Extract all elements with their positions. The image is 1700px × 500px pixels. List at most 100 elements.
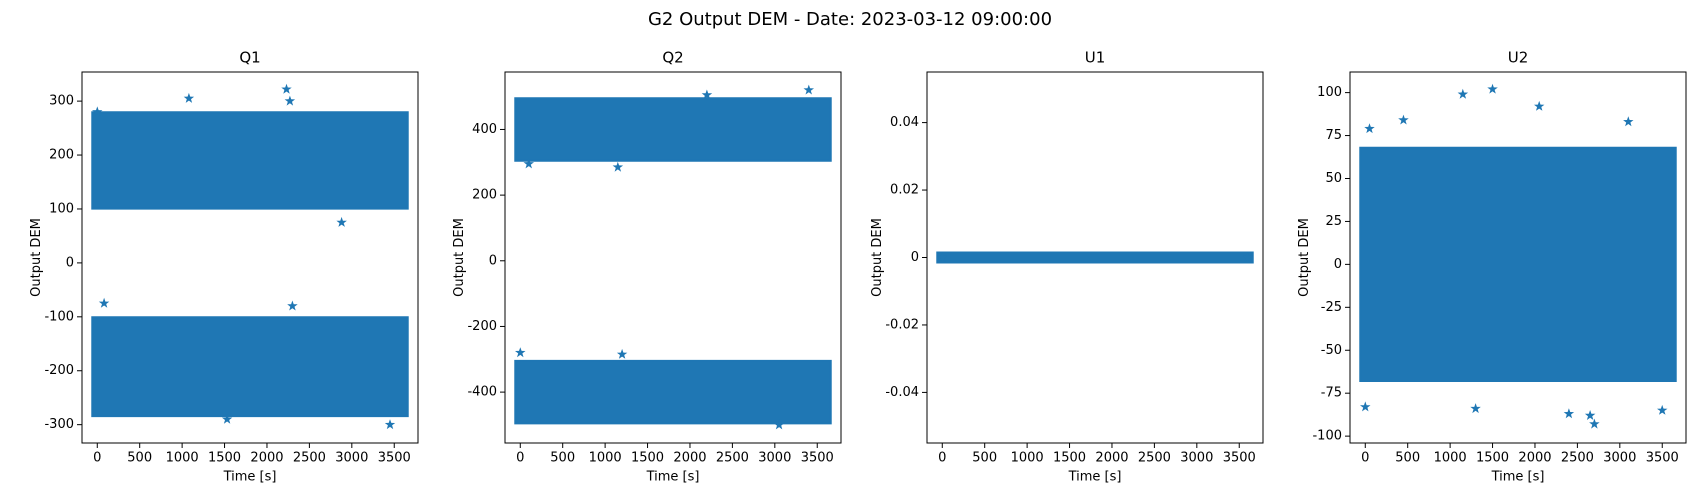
data-point	[1623, 116, 1634, 127]
axes-frame	[1349, 71, 1687, 444]
y-tick-label: 50	[1325, 171, 1342, 186]
data-point	[773, 419, 785, 430]
figure-title: G2 Output DEM - Date: 2023-03-12 09:00:0…	[648, 9, 1052, 30]
data-point	[1470, 403, 1481, 414]
y-tick-label: -25	[1321, 300, 1342, 315]
y-tick-label: 200	[49, 148, 74, 163]
y-tick-label: -300	[44, 417, 74, 432]
x-tick-label: 3000	[1180, 451, 1213, 466]
x-axis-label: Time [s]	[223, 470, 277, 485]
x-tick-label: 2500	[1561, 451, 1594, 466]
x-tick-label: 500	[550, 451, 575, 466]
axes-frame	[81, 71, 419, 444]
x-tick-label: 3000	[1603, 451, 1636, 466]
x-axis-label: Time [s]	[646, 470, 700, 485]
x-tick-label: 1000	[1434, 451, 1467, 466]
y-tick-label: -100	[1312, 429, 1342, 444]
data-point	[616, 348, 628, 359]
x-tick-label: 500	[127, 451, 152, 466]
y-tick-label: -200	[467, 319, 497, 334]
y-axis-label: Output DEM	[452, 218, 467, 297]
x-tick-label: 1500	[631, 451, 664, 466]
subplot-title: Q1	[239, 49, 260, 67]
y-axis-label: Output DEM	[1297, 218, 1312, 297]
data-point	[1563, 408, 1575, 419]
y-tick-label: -0.04	[885, 385, 919, 400]
x-tick-label: 1000	[1011, 451, 1044, 466]
data-band	[91, 111, 409, 210]
data-point	[1657, 404, 1668, 415]
data-point	[1534, 100, 1545, 111]
x-tick-label: 2500	[1138, 451, 1171, 466]
y-tick-label: -400	[467, 385, 497, 400]
data-point	[281, 83, 292, 94]
y-tick-label: -200	[44, 363, 74, 378]
x-tick-label: 3500	[1223, 451, 1256, 466]
y-tick-label: 300	[49, 94, 74, 109]
subplot-title: Q2	[662, 49, 683, 67]
x-tick-label: 1500	[1476, 451, 1509, 466]
y-tick-label: 0	[911, 250, 919, 265]
x-tick-label: 1500	[208, 451, 241, 466]
y-tick-label: 100	[1317, 85, 1342, 100]
y-tick-label: 75	[1325, 128, 1342, 143]
y-tick-label: 25	[1325, 214, 1342, 229]
data-band	[936, 251, 1254, 264]
y-tick-label: -0.02	[885, 317, 919, 332]
data-point	[1242, 252, 1253, 262]
data-point	[1584, 410, 1596, 420]
data-point	[384, 419, 396, 430]
data-point	[523, 158, 534, 169]
data-band	[514, 359, 832, 425]
x-tick-label: 2000	[1518, 451, 1551, 466]
data-point	[1364, 123, 1375, 134]
y-tick-label: 0	[489, 253, 497, 268]
y-axis-label: Output DEM	[29, 218, 44, 297]
y-tick-label: -50	[1321, 343, 1342, 358]
data-point	[612, 161, 624, 172]
x-tick-label: 0	[516, 451, 524, 466]
y-tick-label: 200	[472, 188, 497, 203]
y-tick-label: 0.02	[890, 183, 919, 198]
data-point	[1457, 88, 1469, 99]
x-tick-label: 3000	[758, 451, 791, 466]
x-tick-label: 1000	[166, 451, 199, 466]
x-tick-label: 500	[972, 451, 997, 466]
data-point	[1487, 83, 1498, 94]
subplot-title: U2	[1508, 49, 1529, 67]
x-tick-label: 3000	[335, 451, 368, 466]
x-tick-label: 0	[93, 451, 101, 466]
x-tick-label: 1000	[589, 451, 622, 466]
data-point	[515, 347, 526, 358]
y-tick-label: 400	[472, 122, 497, 137]
data-point	[287, 300, 298, 311]
y-tick-label: -75	[1321, 386, 1342, 401]
y-tick-label: 100	[49, 201, 74, 216]
x-tick-label: 0	[1361, 451, 1369, 466]
data-point	[803, 84, 814, 95]
data-point	[1360, 401, 1371, 412]
x-tick-label: 1500	[1053, 451, 1086, 466]
x-tick-label: 2000	[673, 451, 706, 466]
x-tick-label: 2000	[1095, 451, 1128, 466]
y-axis-label: Output DEM	[870, 218, 885, 297]
x-tick-label: 3500	[378, 451, 411, 466]
data-point	[183, 92, 195, 103]
x-tick-label: 2500	[293, 451, 326, 466]
data-point	[1589, 418, 1600, 429]
axes-frame	[504, 71, 842, 444]
x-axis-label: Time [s]	[1068, 470, 1122, 485]
y-tick-label: -100	[44, 309, 74, 324]
x-tick-label: 2500	[716, 451, 749, 466]
data-point	[92, 106, 103, 117]
data-point	[1398, 114, 1409, 125]
y-tick-label: 0	[66, 255, 74, 270]
x-tick-label: 500	[1395, 451, 1420, 466]
x-tick-label: 0	[938, 451, 946, 466]
data-point	[336, 216, 347, 227]
data-point	[701, 89, 713, 100]
x-tick-label: 3500	[801, 451, 834, 466]
data-band	[1359, 146, 1677, 383]
